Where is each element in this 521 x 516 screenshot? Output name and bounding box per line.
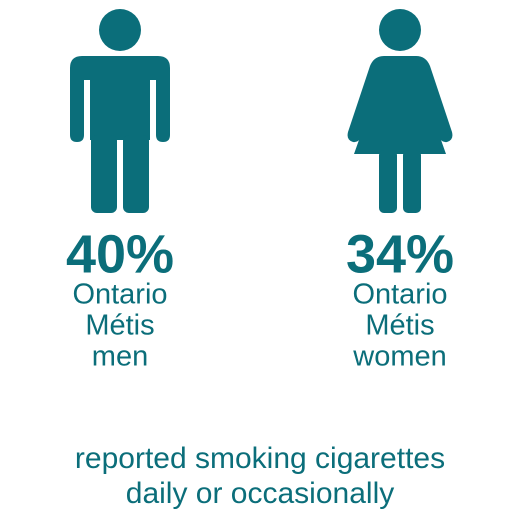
percent: 40% — [66, 224, 174, 284]
man-icon — [70, 9, 170, 213]
caption-line: daily or occasionally — [126, 477, 394, 510]
label-line: men — [92, 341, 148, 373]
label-line: Métis — [365, 310, 434, 342]
caption-line: reported smoking cigarettes — [75, 442, 445, 475]
label-line: Métis — [85, 310, 154, 342]
label-line: Ontario — [352, 279, 447, 311]
label-line: Ontario — [72, 279, 167, 311]
percent: 34% — [346, 224, 454, 284]
woman-icon — [347, 9, 453, 213]
label-line: women — [352, 341, 447, 373]
